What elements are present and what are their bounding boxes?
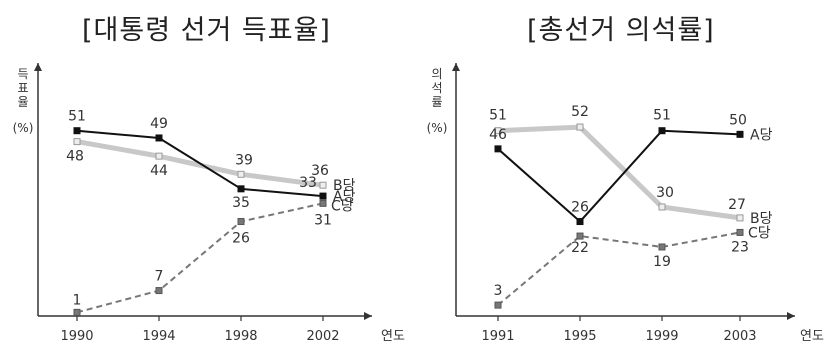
x-tick-label: 2003 [723, 329, 756, 344]
data-point [494, 145, 502, 153]
data-label: 19 [653, 254, 671, 270]
series-line [76, 202, 324, 314]
y-axis-unit: (%) [13, 121, 34, 135]
series-label: B당 [333, 178, 356, 194]
y-axis-arrow [34, 63, 42, 71]
data-point [155, 152, 163, 160]
data-label: 30 [656, 185, 674, 201]
series-line [76, 139, 324, 188]
x-tick-label: 2002 [306, 329, 339, 344]
y-axis-label-char: 표 [17, 81, 28, 95]
data-label: 48 [66, 149, 84, 165]
x-axis-label: 연도 [800, 329, 824, 344]
series-label: A당 [333, 189, 356, 205]
data-point [237, 170, 245, 178]
data-point [736, 228, 744, 236]
data-point [736, 214, 744, 222]
data-point [736, 130, 744, 138]
data-label: 44 [150, 163, 168, 179]
series-line [497, 124, 741, 221]
data-label: 49 [150, 116, 168, 132]
y-axis-label-char: 석 [431, 81, 442, 95]
series-label: C당 [331, 198, 354, 214]
data-label: 23 [731, 239, 749, 255]
data-point [319, 181, 327, 189]
data-point [319, 192, 327, 200]
data-point [494, 301, 502, 309]
chart-title-election: [대통령 선거 득표율] [82, 15, 331, 46]
x-tick-label: 1999 [645, 329, 678, 344]
data-label: 26 [232, 231, 250, 247]
data-point [237, 185, 245, 193]
series-label: B당 [750, 211, 773, 227]
data-point [658, 127, 666, 135]
series-line [497, 129, 741, 223]
data-label: 46 [489, 127, 507, 143]
data-point [658, 243, 666, 251]
series-line [76, 129, 324, 198]
y-axis-label-char: 율 [17, 95, 28, 109]
x-tick-label: 1990 [60, 329, 93, 344]
data-point [576, 232, 584, 240]
data-label: 1 [73, 292, 82, 308]
data-label: 22 [571, 240, 589, 256]
y-axis-unit: (%) [427, 121, 448, 135]
y-axis-label-char: 률 [431, 95, 442, 109]
data-point [73, 127, 81, 135]
data-label: 51 [489, 108, 507, 124]
y-axis-label-char: 의 [431, 67, 442, 81]
data-point [319, 199, 327, 207]
data-label: 31 [314, 212, 332, 228]
data-label: 26 [571, 200, 589, 216]
data-point [494, 127, 502, 135]
data-label: 39 [235, 152, 253, 168]
data-point [237, 218, 245, 226]
data-label: 52 [571, 104, 589, 120]
data-label: 36 [311, 163, 329, 179]
data-label: 33 [299, 175, 317, 191]
x-tick-label: 1994 [142, 329, 175, 344]
x-tick-label: 1991 [481, 329, 514, 344]
y-axis-arrow [452, 63, 460, 71]
data-point [155, 287, 163, 295]
data-point [73, 138, 81, 146]
data-label: 35 [232, 195, 250, 211]
x-tick-label: 1995 [563, 329, 596, 344]
data-point [155, 134, 163, 142]
data-point [73, 308, 81, 316]
series-line [497, 231, 741, 306]
x-axis-arrow [787, 312, 795, 320]
data-point [576, 218, 584, 226]
data-label: 27 [728, 197, 746, 213]
data-label: 3 [494, 283, 503, 299]
data-point [576, 123, 584, 131]
data-point [658, 203, 666, 211]
series-label: A당 [750, 127, 773, 143]
data-label: 51 [68, 109, 86, 125]
series-label: C당 [748, 225, 771, 241]
x-tick-label: 1998 [224, 329, 257, 344]
data-label: 51 [653, 108, 671, 124]
y-axis-label-char: 득 [17, 67, 28, 81]
data-label: 7 [155, 269, 164, 285]
x-axis-label: 연도 [381, 329, 405, 344]
data-label: 50 [729, 112, 747, 128]
chart-title-seats: [총선거 의석률] [527, 15, 715, 46]
x-axis-arrow [364, 312, 372, 320]
